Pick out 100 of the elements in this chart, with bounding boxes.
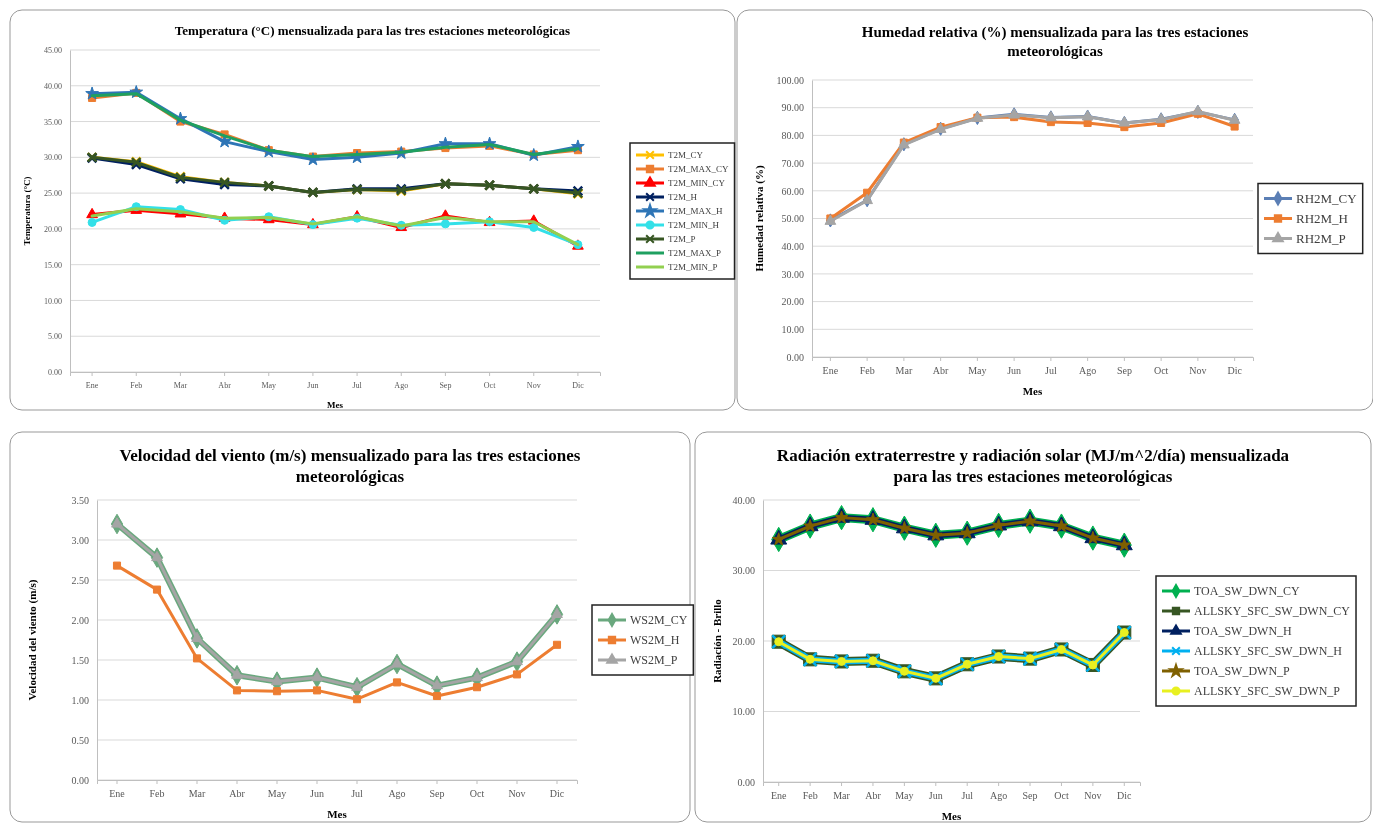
x-tick-label: Sep [1116, 365, 1132, 377]
x-tick-label: Dic [549, 788, 565, 800]
legend-label: T2M_H [668, 192, 698, 203]
x-tick-label: Ene [109, 788, 126, 800]
x-tick-label: Jun [307, 380, 319, 390]
x-axis-title: Mes [327, 808, 348, 820]
x-tick-label: Feb [130, 380, 143, 390]
legend-label: T2M_P [668, 234, 696, 245]
y-tick-label: 40.00 [781, 240, 804, 252]
y-axis-title: Radiación - Brillo [711, 598, 723, 683]
x-tick-label: Mar [188, 788, 206, 800]
x-tick-label: Dic [572, 380, 585, 390]
x-tick-label: Mar [173, 380, 188, 390]
x-tick-label: Nov [508, 788, 526, 800]
x-tick-label: Ago [1079, 365, 1097, 377]
legend-label: T2M_MIN_P [668, 262, 718, 273]
y-tick-label: 0.00 [737, 776, 755, 788]
y-tick-label: 90.00 [781, 102, 804, 114]
legend-label: T2M_CY [668, 150, 704, 161]
x-tick-label: May [267, 788, 287, 800]
y-tick-label: 20.00 [732, 635, 755, 647]
x-tick-label: Nov [526, 380, 541, 390]
y-axis-title: Temperatura (°C) [22, 176, 32, 246]
y-tick-label: 2.00 [71, 614, 89, 626]
x-axis-title: Mes [941, 810, 962, 822]
x-tick-label: Sep [429, 788, 445, 800]
legend-label: TOA_SW_DWN_CY [1194, 584, 1301, 599]
x-tick-label: Jul [961, 790, 974, 802]
x-tick-label: Ene [770, 790, 788, 802]
y-tick-label: 2.50 [71, 574, 89, 586]
legend-label: T2M_MAX_P [668, 248, 722, 259]
x-tick-label: Feb [149, 788, 165, 800]
y-tick-label: 3.00 [71, 534, 89, 546]
y-tick-label: 30.00 [732, 565, 755, 577]
x-tick-label: Jun [1007, 365, 1022, 377]
x-tick-label: Ene [85, 380, 99, 390]
y-tick-label: 0.00 [71, 774, 89, 786]
x-tick-label: Abr [865, 790, 882, 802]
legend-label: TOA_SW_DWN_H [1194, 624, 1293, 639]
y-tick-label: 10.00 [732, 706, 755, 718]
x-tick-label: Feb [802, 790, 818, 802]
x-tick-label: Feb [859, 365, 875, 377]
y-tick-label: 30.00 [781, 268, 804, 280]
chart-title: Temperatura (°C) mensualizada para las tres estaciones meteorológicas [174, 23, 571, 38]
x-axis-title: Mes [327, 400, 344, 410]
chart-title: Humedad relativa (%) mensualizada para las tres estaciones meteorológicas [861, 24, 1249, 59]
x-tick-label: Mar [833, 790, 851, 802]
legend-label: WS2M_CY [630, 613, 688, 628]
x-axis-title: Mes [1022, 385, 1043, 397]
x-tick-label: Jun [310, 788, 324, 800]
y-tick-label: 0.50 [71, 734, 89, 746]
x-tick-label: Nov [1189, 365, 1207, 377]
x-tick-label: Abr [229, 788, 246, 800]
y-tick-label: 0.00 [48, 368, 62, 378]
x-tick-label: Jun [928, 790, 943, 802]
legend-label: TOA_SW_DWN_P [1194, 664, 1291, 679]
x-tick-label: May [968, 365, 987, 377]
legend-label: T2M_MAX_H [668, 206, 723, 217]
legend-label: RH2M_P [1296, 231, 1346, 247]
y-tick-label: 3.50 [71, 494, 89, 506]
chart-title: Velocidad del viento (m/s) mensualizado para las tres estaciones meteorológicas [119, 446, 581, 487]
x-tick-label: Oct [1054, 790, 1069, 802]
x-tick-label: Dic [1227, 365, 1243, 377]
x-tick-label: Jul [352, 380, 363, 390]
x-tick-label: Oct [1153, 365, 1169, 377]
x-tick-label: Oct [483, 380, 497, 390]
x-tick-label: Sep [439, 380, 452, 390]
legend-label: ALLSKY_SFC_SW_DWN_P [1194, 684, 1341, 699]
y-tick-label: 100.00 [776, 74, 804, 86]
chart-title: Radiación extraterrestre y radiación solar (MJ/m^2/día) mensualizada para las tres estaciones meteorológicas [776, 446, 1290, 487]
y-tick-label: 45.00 [44, 46, 62, 56]
x-tick-label: Mar [895, 365, 913, 377]
y-tick-label: 20.00 [781, 296, 804, 308]
y-tick-label: 1.00 [71, 694, 89, 706]
y-tick-label: 1.50 [71, 654, 89, 666]
legend-label: T2M_MIN_H [668, 220, 720, 231]
y-tick-label: 10.00 [781, 324, 804, 335]
y-tick-label: 40.00 [732, 494, 755, 506]
x-tick-label: Jul [351, 788, 364, 800]
y-axis-title: Velocidad del viento (m/s) [26, 579, 39, 701]
y-tick-label: 30.00 [44, 153, 62, 163]
legend-label: WS2M_P [630, 653, 678, 668]
y-tick-label: 25.00 [44, 189, 62, 199]
y-tick-label: 5.00 [48, 332, 62, 342]
x-tick-label: Sep [1022, 790, 1038, 802]
x-tick-label: Ago [394, 380, 409, 390]
x-tick-label: May [895, 790, 914, 802]
x-tick-label: Nov [1084, 790, 1102, 802]
y-tick-label: 15.00 [44, 260, 62, 270]
legend-label: T2M_MAX_CY [668, 164, 729, 175]
y-tick-label: 60.00 [781, 185, 804, 197]
x-tick-label: Abr [932, 365, 950, 377]
x-tick-label: Abr [218, 380, 232, 390]
x-tick-label: Oct [469, 788, 485, 800]
y-tick-label: 35.00 [44, 117, 62, 127]
legend-label: WS2M_H [630, 633, 680, 648]
y-tick-label: 50.00 [781, 213, 804, 225]
x-tick-label: May [261, 380, 277, 390]
legend-label: ALLSKY_SFC_SW_DWN_CY [1194, 604, 1351, 619]
legend-label: T2M_MIN_CY [668, 178, 726, 189]
